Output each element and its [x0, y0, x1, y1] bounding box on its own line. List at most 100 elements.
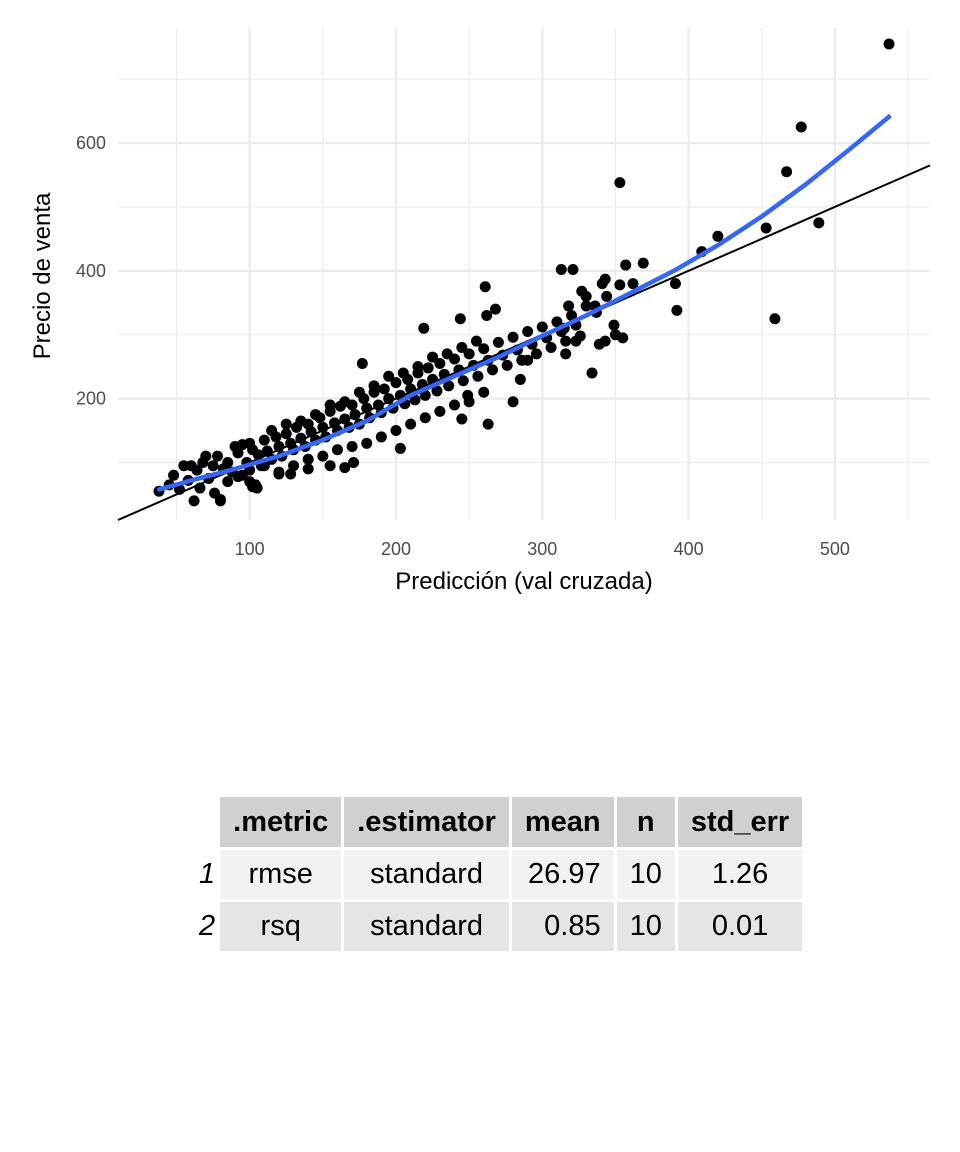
cell-std-err: 0.01: [677, 902, 803, 951]
column-header-n: n: [616, 797, 675, 847]
data-point: [361, 402, 373, 414]
data-point: [580, 290, 592, 302]
data-point: [339, 396, 351, 408]
data-point: [331, 444, 343, 456]
data-point: [456, 413, 468, 425]
row-id-header: [199, 797, 217, 847]
y-tick-label: 600: [76, 133, 106, 153]
table-header-row: .metric .estimator mean n std_err: [199, 797, 803, 847]
data-point: [317, 421, 329, 433]
data-point: [456, 341, 468, 353]
data-point: [348, 456, 360, 468]
data-point: [185, 460, 197, 472]
data-point: [214, 494, 226, 506]
data-point: [324, 399, 336, 411]
data-point: [427, 351, 439, 363]
data-point: [514, 373, 526, 385]
data-point: [609, 329, 621, 341]
x-tick-label: 300: [527, 539, 557, 559]
data-point: [280, 428, 292, 440]
data-point: [522, 354, 534, 366]
data-point: [580, 300, 592, 312]
data-point: [419, 412, 431, 424]
cell-mean: 26.97: [511, 850, 614, 899]
data-point: [339, 413, 351, 425]
data-point: [586, 367, 598, 379]
data-point: [207, 460, 219, 472]
cell-mean: 0.85: [511, 902, 614, 951]
data-point: [449, 399, 461, 411]
data-point: [244, 476, 256, 488]
data-point: [489, 303, 501, 315]
data-point: [229, 441, 241, 453]
data-point: [397, 367, 409, 379]
data-point: [280, 418, 292, 430]
data-point: [599, 273, 611, 285]
row-id: 2: [199, 910, 216, 942]
data-point: [712, 230, 724, 242]
data-point: [422, 362, 434, 374]
data-point: [188, 495, 200, 507]
data-point: [368, 380, 380, 392]
data-point: [324, 460, 336, 472]
data-point: [443, 380, 455, 392]
x-tick-label: 200: [381, 539, 411, 559]
data-point: [258, 434, 270, 446]
data-point: [244, 437, 256, 449]
y-axis-title: Precio de venta: [29, 192, 56, 359]
data-point: [305, 426, 317, 438]
x-tick-label: 400: [674, 539, 704, 559]
x-tick-labels: 100 200 300 400 500: [235, 539, 850, 559]
data-point: [251, 482, 263, 494]
data-point: [530, 348, 542, 360]
data-point: [431, 385, 443, 397]
data-point: [551, 316, 563, 328]
y-tick-label: 200: [76, 389, 106, 409]
data-point: [353, 386, 365, 398]
data-point: [222, 456, 234, 468]
data-point: [481, 310, 493, 322]
column-header-estimator: .estimator: [344, 797, 509, 847]
data-point: [383, 393, 395, 405]
data-point: [781, 166, 793, 178]
data-point: [627, 278, 639, 290]
smooth-line: [156, 113, 892, 493]
column-header-mean: mean: [511, 797, 614, 847]
data-point: [470, 335, 482, 347]
data-point: [295, 432, 307, 444]
data-point: [356, 357, 368, 369]
data-point: [507, 396, 519, 408]
row-id: 1: [199, 858, 216, 890]
data-point: [479, 281, 491, 293]
data-point: [310, 409, 322, 421]
metrics-table: .metric .estimator mean n std_err 1 rmse…: [196, 794, 805, 954]
data-point: [346, 441, 358, 453]
data-point: [211, 450, 223, 462]
column-header-std-err: std_err: [677, 797, 803, 847]
cell-estimator: standard: [344, 902, 509, 951]
data-point: [487, 364, 499, 376]
data-point: [383, 370, 395, 382]
grid-major: [118, 28, 930, 520]
data-point: [492, 336, 504, 348]
table-row: 2 rsq standard 0.85 10 0.01: [199, 902, 803, 951]
data-point: [273, 441, 285, 453]
data-point: [482, 418, 494, 430]
cell-std-err: 1.26: [677, 850, 803, 899]
data-point: [560, 335, 572, 347]
data-point: [795, 121, 807, 133]
data-point: [601, 290, 613, 302]
data-point: [232, 471, 244, 483]
data-point: [563, 300, 575, 312]
data-point: [222, 476, 234, 488]
data-point: [288, 460, 300, 472]
data-point: [501, 359, 513, 371]
y-tick-labels: 200 400 600: [76, 133, 106, 409]
data-point: [555, 264, 567, 276]
scatter-plot: 100 200 300 400 500 200 400 600 Predicción (va…: [29, 28, 931, 595]
data-point: [545, 341, 557, 353]
x-axis-title: Predicción (val cruzada): [395, 568, 652, 595]
data-point: [349, 409, 361, 421]
data-point: [418, 322, 430, 334]
data-point: [883, 38, 895, 50]
